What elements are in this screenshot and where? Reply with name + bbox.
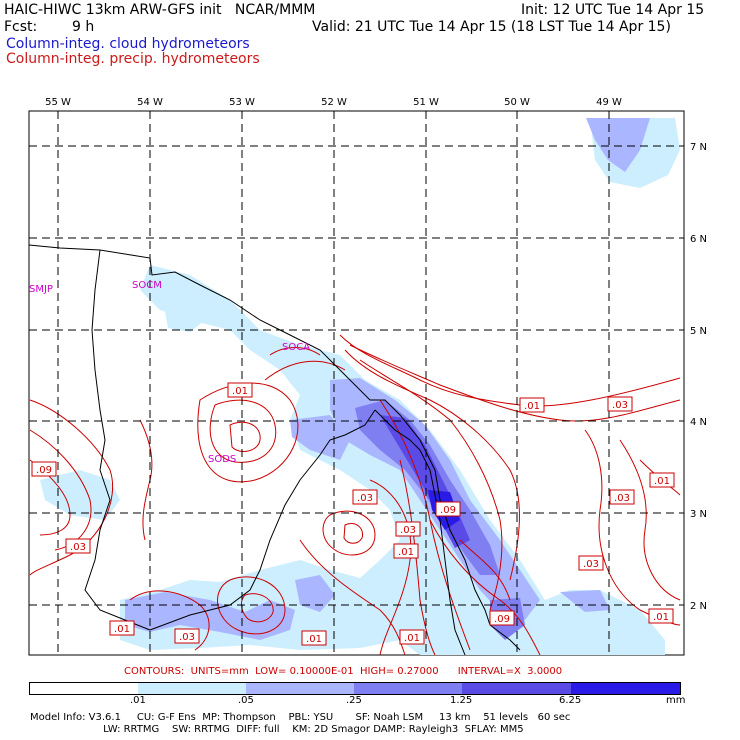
svg-text:.01: .01	[653, 612, 669, 623]
contour-label: .01	[301, 630, 327, 646]
contour-label: .09	[435, 501, 461, 517]
lon-label: 52 W	[321, 97, 347, 108]
colorbar-segment	[246, 683, 354, 694]
field-cloud-hydrometeors: Column-integ. cloud hydrometeors	[6, 36, 250, 52]
svg-text:.09: .09	[440, 505, 456, 516]
colorbar-segment	[30, 683, 138, 694]
contour-info: CONTOURS: UNITS=mm LOW= 0.10000E-01 HIGH…	[124, 666, 563, 677]
lon-label: 53 W	[229, 97, 255, 108]
station-label: SODS	[208, 454, 236, 465]
lon-label: 50 W	[504, 97, 530, 108]
lat-label: 2 N	[690, 601, 707, 612]
lat-label: 5 N	[690, 326, 707, 337]
lat-label: 3 N	[690, 509, 707, 520]
model-title: HAIC-HIWC 13km ARW-GFS init NCAR/MMM	[4, 2, 316, 18]
contour-label: .03	[578, 555, 604, 571]
contour-label: .03	[174, 628, 200, 644]
contour-label: .01	[519, 397, 545, 413]
colorbar-segment	[138, 683, 246, 694]
contour-label: .09	[489, 610, 515, 626]
svg-text:.03: .03	[612, 400, 628, 411]
contour-label: .03	[607, 396, 633, 412]
lat-label: 7 N	[690, 142, 707, 153]
forecast-label: Fcst:	[4, 19, 38, 35]
lon-label: 51 W	[413, 97, 439, 108]
svg-text:.01: .01	[524, 401, 540, 412]
station-label: SOCM	[132, 280, 162, 291]
colorbar-tick: .25	[346, 695, 362, 706]
model-info-line1: Model Info: V3.6.1 CU: G-F Ens MP: Thomp…	[30, 712, 571, 723]
colorbar	[29, 682, 681, 695]
svg-text:.01: .01	[404, 633, 420, 644]
contour-label: .01	[648, 608, 674, 624]
svg-text:.03: .03	[179, 632, 195, 643]
station-label: SOCA	[282, 342, 310, 353]
svg-text:.03: .03	[583, 559, 599, 570]
cloud-shading	[40, 118, 680, 655]
model-info-line2: LW: RRTMG SW: RRTMG DIFF: full KM: 2D Sm…	[30, 724, 524, 735]
contour-label: .01	[227, 382, 253, 398]
colorbar-tick: .01	[130, 695, 146, 706]
graticule	[29, 111, 684, 655]
svg-text:.03: .03	[614, 493, 630, 504]
contour-label: .03	[395, 521, 421, 537]
lat-label: 4 N	[690, 417, 707, 428]
contour-label: .01	[109, 620, 135, 636]
svg-text:.01: .01	[398, 547, 414, 558]
contour-label: .03	[352, 489, 378, 505]
colorbar-segment	[462, 683, 571, 694]
boundaries	[28, 244, 521, 656]
svg-text:.01: .01	[306, 634, 322, 645]
lon-label: 49 W	[596, 97, 622, 108]
lat-label: 6 N	[690, 234, 707, 245]
contour-label: .01	[399, 629, 425, 645]
init-time: Init: 12 UTC Tue 14 Apr 15	[521, 2, 705, 18]
longitude-labels: 55 W 54 W 53 W 52 W 51 W 50 W 49 W	[45, 97, 622, 108]
contour-label: .03	[65, 538, 91, 554]
svg-text:.03: .03	[70, 542, 86, 553]
contour-label: .01	[649, 472, 675, 488]
colorbar-segment	[571, 683, 680, 694]
svg-text:.01: .01	[114, 624, 130, 635]
lon-label: 55 W	[45, 97, 71, 108]
field-precip-hydrometeors: Column-integ. precip. hydrometeors	[6, 51, 260, 67]
colorbar-tick: 1.25	[450, 695, 473, 706]
svg-text:.01: .01	[232, 386, 248, 397]
svg-text:.01: .01	[654, 476, 670, 487]
contour-labels: .01 .09 .03 .03 .03 .01 .09 .01 .03 .01 …	[31, 382, 675, 646]
svg-text:.03: .03	[400, 525, 416, 536]
valid-time: Valid: 21 UTC Tue 14 Apr 15 (18 LST Tue …	[312, 19, 671, 35]
colorbar-tick: .05	[238, 695, 254, 706]
svg-text:.09: .09	[36, 465, 52, 476]
svg-text:.03: .03	[357, 493, 373, 504]
station-labels: SMJP SOCM SOCA SODS	[29, 280, 310, 465]
colorbar-tick: 6.25	[559, 695, 582, 706]
station-label: SMJP	[29, 284, 53, 295]
svg-text:.09: .09	[494, 614, 510, 625]
contour-label: .03	[609, 489, 635, 505]
latitude-labels: 7 N 6 N 5 N 4 N 3 N 2 N	[690, 142, 707, 612]
forecast-hour: 9 h	[72, 19, 95, 35]
contour-label: .09	[31, 461, 57, 477]
colorbar-segment	[354, 683, 462, 694]
lon-label: 54 W	[137, 97, 163, 108]
contour-label: .01	[393, 543, 419, 559]
colorbar-unit: mm	[666, 695, 686, 706]
